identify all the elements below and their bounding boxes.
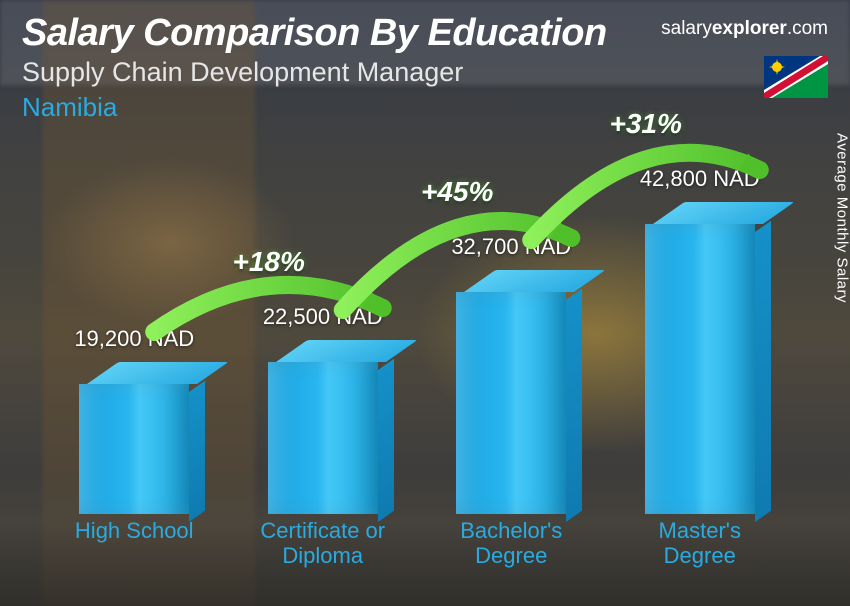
brand-bold: explorer <box>712 18 787 40</box>
x-label: Certificate orDiploma <box>238 514 408 570</box>
bar-shape <box>268 340 378 514</box>
bar-value-label: 32,700 NAD <box>451 234 571 260</box>
bar-value-label: 19,200 NAD <box>74 326 194 352</box>
bar-shape <box>456 270 566 514</box>
bar-shape <box>79 362 189 514</box>
y-axis-label: Average Monthly Salary <box>834 133 850 303</box>
bar-value-label: 42,800 NAD <box>640 166 760 192</box>
bar-3: 42,800 NAD <box>615 166 785 514</box>
namibia-flag-icon <box>764 56 828 98</box>
bar-2: 32,700 NAD <box>426 234 596 514</box>
bar-chart: 19,200 NAD 22,500 NAD 32,700 NAD 42,800 NAD… <box>40 150 794 570</box>
bar-value-label: 22,500 NAD <box>263 304 383 330</box>
x-labels: High School Certificate orDiploma Bachelor… <box>40 514 794 570</box>
bar-0: 19,200 NAD <box>49 326 219 514</box>
bars-container: 19,200 NAD22,500 NAD32,700 NAD42,800 NAD <box>40 184 794 514</box>
chart-subtitle: Supply Chain Development Manager <box>22 57 828 88</box>
chart-country: Namibia <box>22 92 828 123</box>
x-label: Master'sDegree <box>615 514 785 570</box>
bar-shape <box>645 202 755 514</box>
brand-suffix: .com <box>787 18 828 40</box>
brand-prefix: salary <box>661 18 712 40</box>
x-label: High School <box>49 514 219 570</box>
brand-logo: salaryexplorer.com <box>661 18 828 40</box>
x-label: Bachelor'sDegree <box>426 514 596 570</box>
bar-1: 22,500 NAD <box>238 304 408 514</box>
